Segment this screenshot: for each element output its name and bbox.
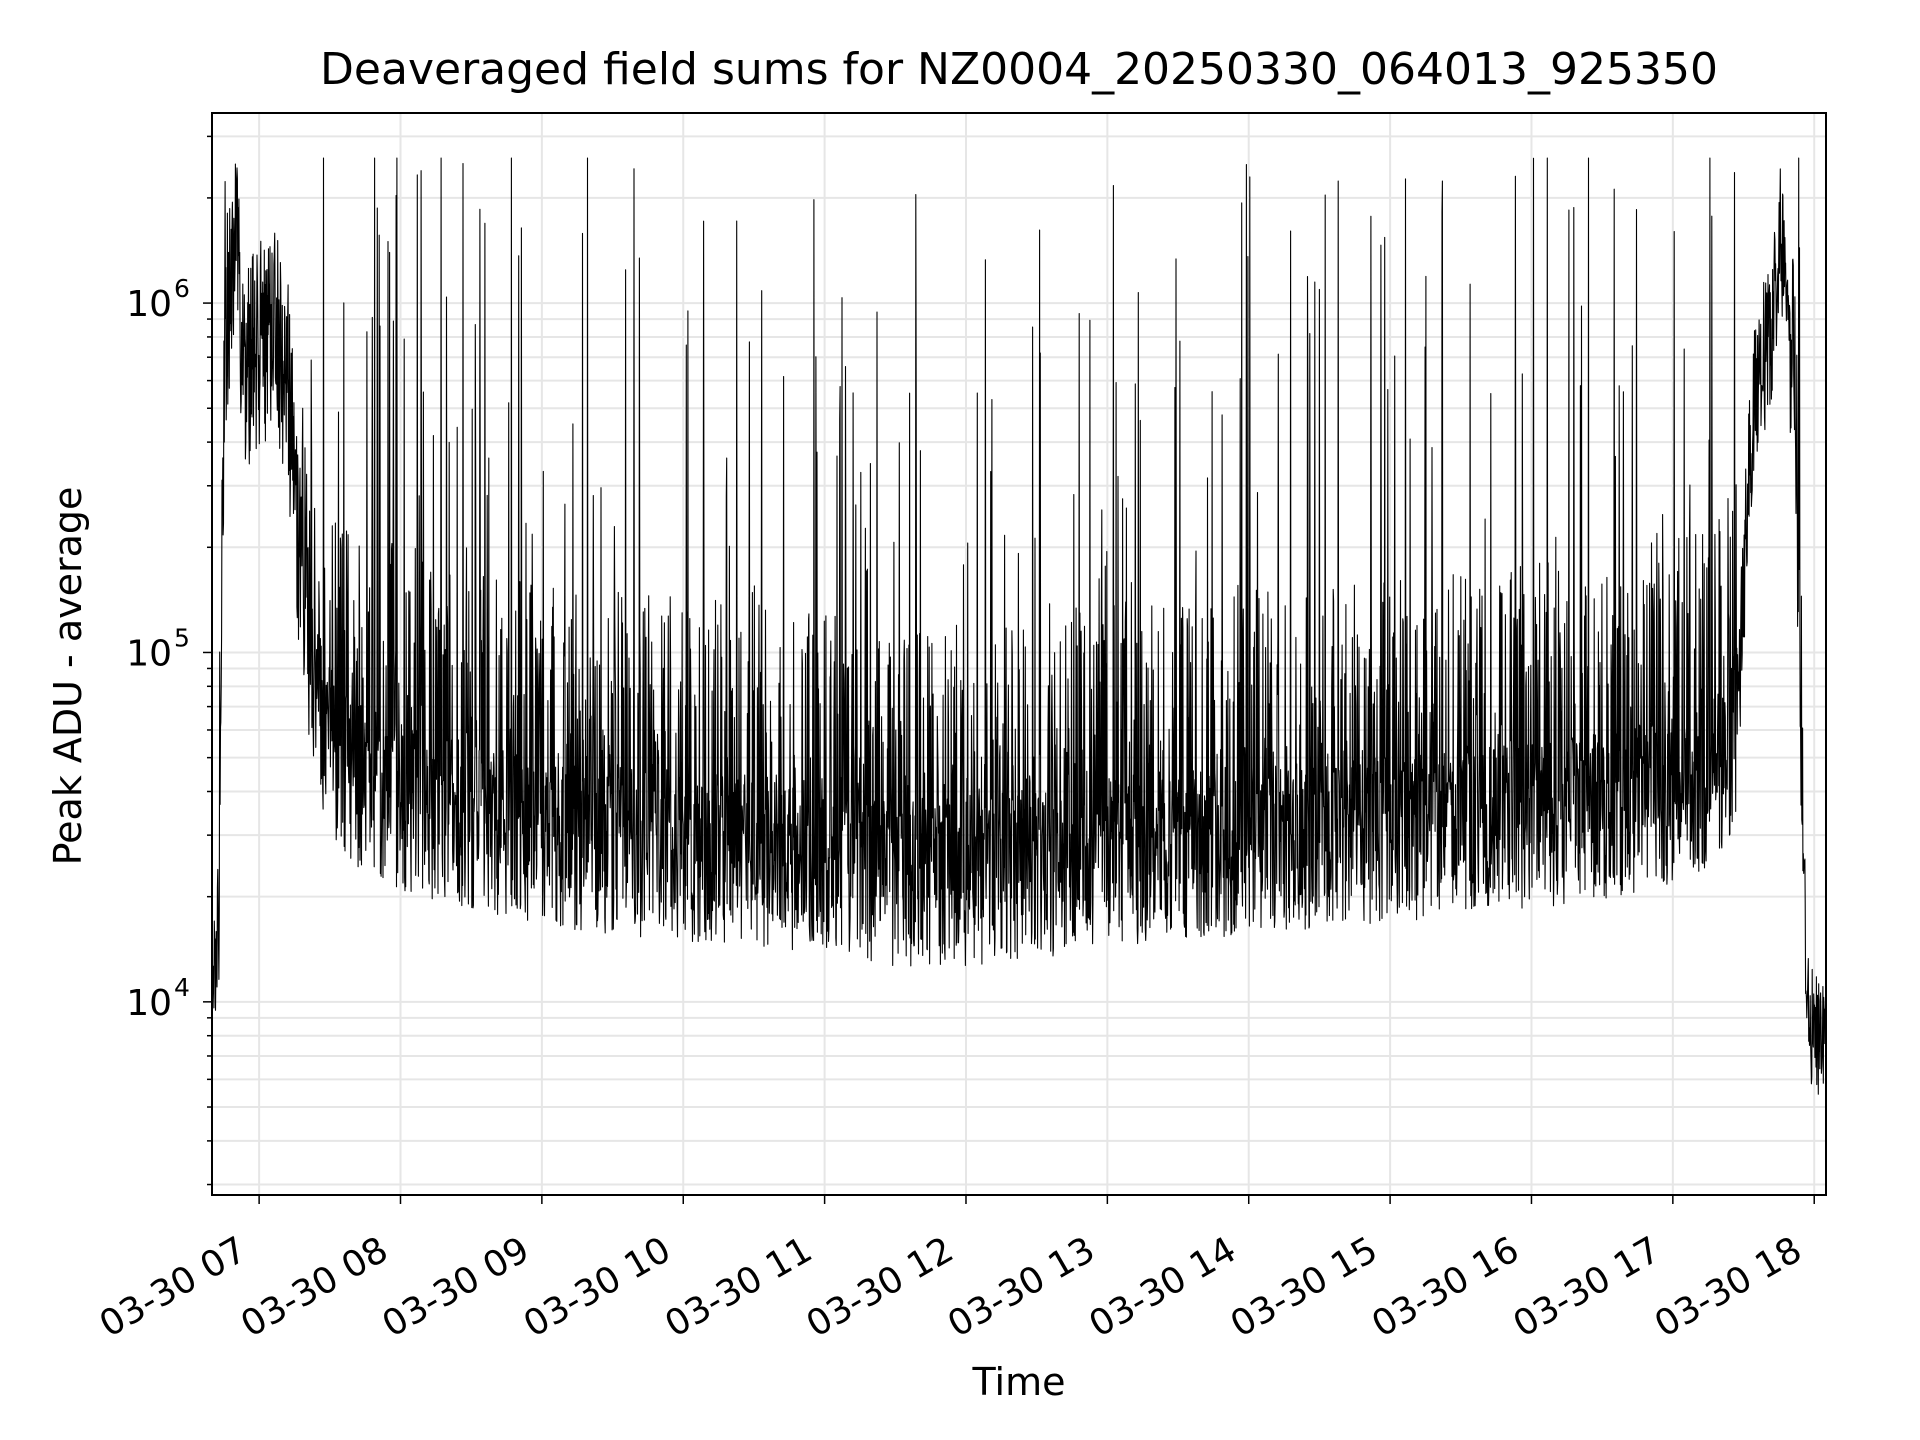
x-axis-label: Time [972,1360,1066,1404]
x-tick-label: 03-30 14 [1083,1229,1244,1345]
x-tick-label: 03-30 12 [800,1229,961,1345]
data-series [211,157,1827,1095]
chart-title: Deaveraged field sums for NZ0004_2025033… [320,44,1718,95]
x-tick-label: 03-30 18 [1648,1229,1809,1345]
x-tick-label: 03-30 08 [234,1229,395,1345]
series-line [211,157,1827,1095]
x-tick-label: 03-30 09 [376,1229,537,1345]
x-tick-label: 03-30 13 [941,1229,1102,1345]
x-tick-label: 03-30 11 [658,1229,819,1345]
y-tick-label: 10 [126,633,172,674]
plot-frame [211,112,1827,1196]
x-tick-label: 03-30 07 [93,1229,254,1345]
y-tick-label: 10 [126,284,172,325]
y-tick-exponent: 4 [174,973,190,1002]
x-tick-label: 03-30 15 [1224,1229,1385,1345]
y-axis-label: Peak ADU - average [46,486,90,866]
x-tick-label: 03-30 10 [517,1229,678,1345]
x-tick-label: 03-30 17 [1507,1229,1668,1345]
x-tick-label: 03-30 16 [1365,1229,1526,1345]
y-tick-label: 10 [126,983,172,1024]
y-tick-exponent: 5 [174,623,190,652]
y-tick-exponent: 6 [174,274,190,303]
